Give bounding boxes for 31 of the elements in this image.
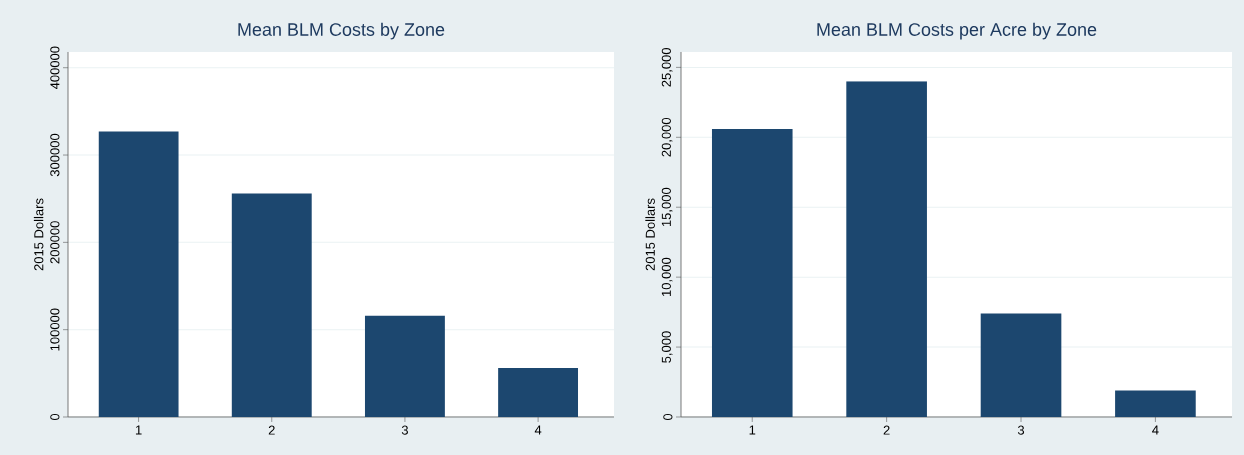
bar	[846, 81, 927, 417]
y-tick-label: 5,000	[661, 331, 673, 363]
y-tick-label: 15,000	[661, 187, 673, 227]
y-tick-label: 20,000	[661, 117, 673, 157]
y-axis-title: 2015 Dollars	[645, 198, 655, 271]
bar	[231, 193, 312, 417]
y-tick-label: 200000	[50, 221, 60, 264]
y-tick-label: 10,000	[661, 257, 673, 297]
x-tick-label: 2	[883, 425, 890, 435]
y-tick-label: 300000	[50, 133, 60, 177]
x-tick-label: 4	[534, 425, 542, 435]
x-tick-label: 3	[1017, 425, 1025, 435]
y-tick-label: 0	[663, 413, 673, 421]
y-axis-title: 2015 Dollars	[33, 198, 44, 271]
bar	[364, 315, 445, 417]
y-tick-label: 0	[50, 413, 60, 421]
y-tick-label: 400000	[50, 46, 60, 90]
bar	[1115, 390, 1196, 417]
bar	[498, 368, 579, 417]
y-tick-label: 25,000	[661, 48, 673, 87]
x-tick-label: 2	[268, 425, 275, 435]
bar	[711, 128, 793, 417]
chart-title: Mean BLM Costs per Acre by Zone	[817, 22, 1097, 40]
chart-title: Mean BLM Costs by Zone	[238, 22, 445, 40]
bar	[98, 131, 179, 417]
bar	[980, 313, 1062, 417]
x-tick-label: 4	[1152, 425, 1159, 435]
x-tick-label: 1	[135, 425, 142, 435]
x-tick-label: 3	[401, 425, 408, 435]
y-tick-label: 100000	[50, 308, 60, 351]
x-tick-label: 1	[749, 425, 756, 435]
